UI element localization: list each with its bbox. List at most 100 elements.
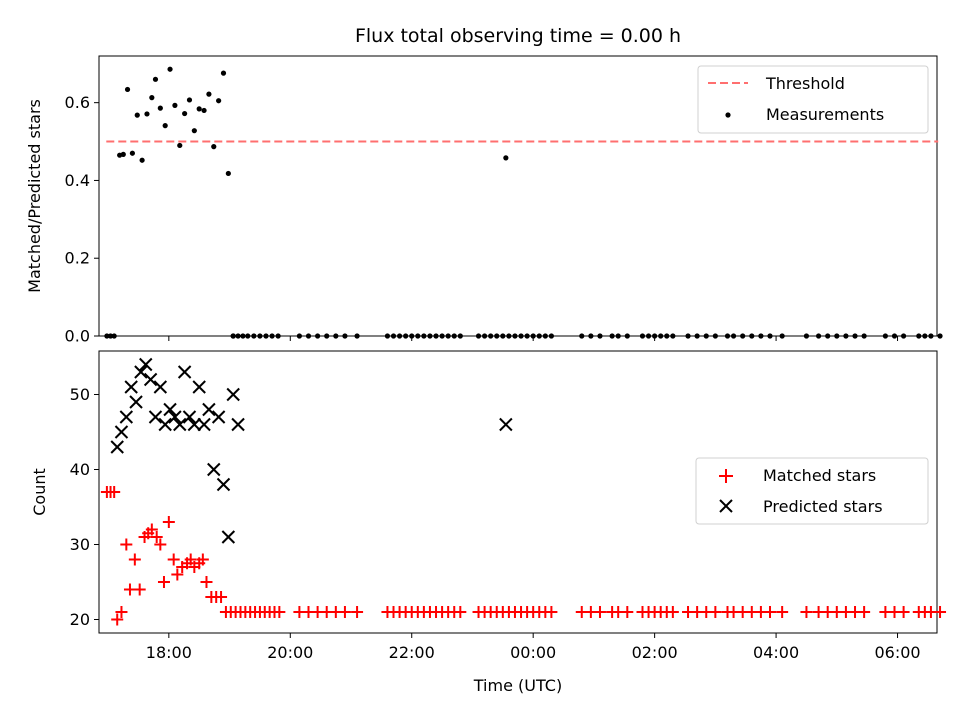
matched-legend-swatch	[719, 469, 733, 483]
count-plot-frame	[98, 350, 938, 634]
predicted-star-point	[499, 417, 513, 432]
measurement-point	[494, 333, 500, 339]
measurement-point	[206, 91, 212, 97]
measurement-point	[475, 333, 482, 339]
matched-star-point	[150, 531, 163, 543]
matched-star-point	[154, 538, 167, 551]
measurement-point	[922, 333, 928, 339]
measurement-point	[524, 333, 530, 339]
measurement-point	[597, 333, 603, 339]
predicted-star-point	[211, 410, 226, 424]
measurement-point	[712, 333, 718, 339]
ratio-y-tick-label: 0.6	[65, 93, 90, 112]
measurement-point	[767, 333, 773, 339]
x-tick-label: 20:00	[267, 643, 313, 662]
predicted-star-point	[231, 417, 245, 432]
matched-star-point	[800, 606, 813, 618]
measurement-point	[235, 333, 241, 339]
measurement-point	[157, 105, 163, 111]
x-tick-label: 04:00	[753, 643, 799, 662]
predicted-legend-label: Predicted stars	[763, 497, 883, 516]
x-axis-label: Time (UTC)	[473, 676, 562, 695]
predicted-star-point	[216, 477, 231, 492]
measurement-point	[843, 333, 849, 339]
measurement-point	[315, 333, 321, 339]
predicted-star-point	[226, 387, 240, 402]
measurement-point	[384, 333, 391, 339]
measurement-point	[500, 333, 506, 339]
measurement-point	[433, 333, 439, 339]
measurement-point	[257, 333, 263, 339]
measurement-point	[107, 333, 114, 339]
measurement-point	[240, 333, 246, 339]
measurement-point	[730, 333, 737, 339]
measurement-point	[624, 333, 630, 339]
measurement-point	[342, 333, 348, 339]
measurement-point	[439, 333, 445, 339]
predicted-star-point	[182, 410, 197, 424]
ratio-plot-frame	[98, 55, 938, 337]
measurement-point	[779, 333, 785, 339]
predicted-legend-swatch	[719, 499, 733, 513]
measurement-point	[445, 333, 451, 339]
predicted-star-point	[168, 410, 182, 424]
predicted-star-point	[207, 462, 221, 477]
matched-star-point	[200, 576, 213, 588]
measurement-point	[275, 333, 281, 339]
predicted-star-point	[119, 410, 134, 424]
measurement-point	[803, 333, 810, 339]
matched-star-point	[171, 568, 184, 581]
measurement-point	[186, 97, 193, 103]
predicted-star-point	[197, 417, 211, 432]
predicted-star-point	[163, 402, 177, 417]
predicted-star-point	[110, 440, 124, 454]
measurement-point	[670, 333, 676, 339]
measurement-point	[488, 333, 494, 339]
measurement-point	[296, 333, 302, 339]
predicted-star-point	[134, 365, 148, 379]
measurement-point	[390, 333, 397, 339]
measurement-point	[825, 333, 831, 339]
count-y-axis-label: Count	[30, 468, 49, 516]
measurement-point	[588, 333, 594, 339]
measurement-point	[579, 333, 585, 339]
matched-star-point	[133, 583, 146, 596]
count-legend: Matched stars Predicted stars	[695, 457, 929, 525]
matched-star-point	[897, 606, 910, 618]
measurement-point	[609, 333, 615, 339]
matched-star-point	[351, 606, 364, 618]
measurement-point	[263, 333, 269, 339]
predicted-star-point	[124, 380, 138, 394]
measurement-point	[177, 142, 183, 149]
measurement-point	[196, 106, 202, 112]
matched-star-point	[120, 538, 133, 551]
measurement-point	[891, 333, 898, 339]
measurement-point	[882, 333, 888, 339]
ratio-legend-box	[697, 65, 929, 134]
matched-star-point	[709, 606, 722, 618]
predicted-star-point	[221, 530, 236, 544]
matched-star-point	[115, 606, 128, 618]
measurement-point	[230, 333, 236, 339]
matched-star-point	[666, 606, 679, 618]
measurement-point	[104, 333, 110, 339]
measurement-point	[548, 333, 554, 339]
measurement-point	[162, 123, 168, 129]
predicted-star-point	[173, 417, 187, 432]
matched-star-point	[545, 606, 558, 618]
measurement-point	[834, 333, 840, 339]
predicted-star-point	[114, 425, 129, 439]
measurement-point	[536, 333, 542, 339]
count-y-tick-label: 20	[70, 610, 90, 629]
measurement-point	[901, 333, 907, 339]
matched-star-point	[157, 576, 170, 588]
ratio-y-axis-label: Matched/Predicted stars	[25, 99, 44, 293]
measurement-point	[191, 128, 197, 134]
ratio-y-tick-label: 0.2	[65, 249, 90, 268]
measurement-point	[403, 333, 409, 339]
predicted-star-point	[158, 417, 172, 432]
measurement-point	[269, 333, 275, 339]
measurement-point	[724, 333, 731, 339]
measurement-point	[144, 111, 150, 117]
measurement-point	[220, 70, 227, 76]
